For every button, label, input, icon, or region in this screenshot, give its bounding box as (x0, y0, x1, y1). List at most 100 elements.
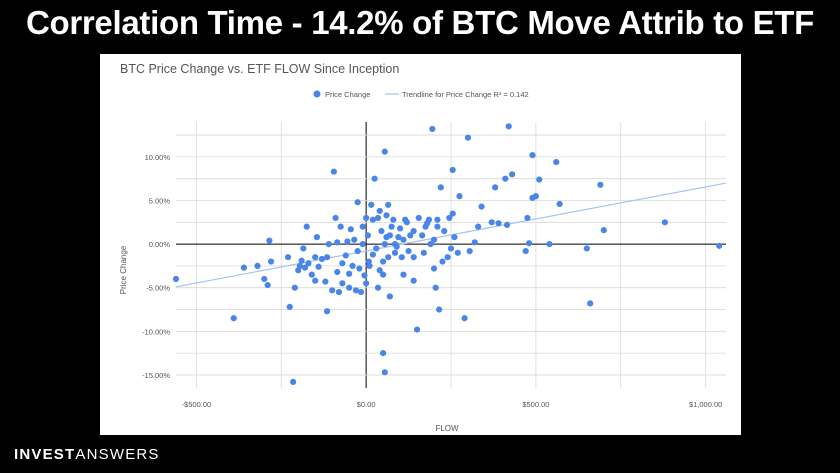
page-title: Correlation Time - 14.2% of BTC Move Att… (25, 4, 815, 41)
data-point (447, 245, 455, 252)
data-point (346, 270, 353, 277)
data-point (388, 223, 395, 230)
y-tick-label: 10.00% (145, 153, 171, 162)
data-point (405, 247, 412, 255)
data-point (449, 166, 456, 174)
data-point (410, 254, 417, 261)
data-point (329, 287, 336, 294)
brand-part-answers: ANSWERS (75, 446, 160, 463)
data-point (322, 278, 329, 285)
data-point (464, 134, 472, 141)
data-point (430, 265, 438, 272)
data-point (429, 125, 436, 133)
data-point (337, 223, 344, 230)
data-point (305, 260, 312, 267)
data-point (597, 181, 604, 188)
x-tick-label: -$500.00 (182, 400, 212, 409)
data-point (359, 240, 366, 248)
y-tick-labels: 10.00% 5.00% 0.00% -5.00% -10.00% -15.00% (142, 153, 170, 380)
scatter-chart: BTC Price Change vs. ETF FLOW Since Ince… (119, 62, 727, 433)
data-point (403, 219, 410, 226)
data-point (466, 247, 473, 255)
data-point (381, 148, 388, 155)
data-point (379, 258, 387, 265)
data-point (172, 275, 180, 283)
legend-label-trendline: Trendline for Price Change R² = 0.142 (402, 90, 529, 99)
data-point (505, 123, 512, 130)
data-point (369, 251, 377, 258)
data-point (390, 216, 397, 223)
data-point (430, 236, 438, 243)
data-point (378, 227, 385, 235)
data-point (315, 263, 322, 270)
data-point (400, 271, 407, 278)
brand-logo: INVESTANSWERS (14, 446, 160, 463)
data-point (359, 223, 366, 230)
data-point (385, 201, 392, 208)
x-tick-label: $500.00 (522, 400, 549, 409)
data-point (291, 284, 298, 291)
data-point (339, 260, 346, 267)
data-point (351, 236, 358, 243)
data-point (502, 175, 509, 182)
data-point (415, 214, 422, 222)
data-point (446, 214, 453, 222)
data-point (441, 227, 448, 235)
data-point (509, 171, 516, 178)
y-tick-label: -5.00% (146, 284, 170, 293)
data-point (361, 272, 368, 279)
data-point (266, 237, 273, 244)
data-point (376, 207, 383, 215)
legend-marker-price-change (313, 90, 321, 98)
data-point (356, 265, 363, 272)
data-point (432, 284, 439, 291)
data-point (334, 239, 341, 246)
data-point (475, 223, 482, 230)
data-point (461, 315, 468, 322)
data-point (374, 214, 382, 222)
data-point (385, 254, 392, 261)
data-point (352, 287, 360, 294)
data-points (172, 123, 723, 385)
data-point (413, 326, 421, 333)
data-point (536, 176, 543, 183)
x-tick-labels: -$500.00 $0.00 $500.00 $1,000.00 (182, 400, 723, 409)
data-point (661, 219, 668, 226)
data-point (583, 245, 590, 252)
data-point (503, 221, 511, 229)
data-point (410, 227, 417, 235)
data-point (495, 220, 502, 227)
data-point (284, 254, 292, 261)
data-point (323, 254, 331, 261)
data-point (300, 245, 307, 252)
data-point (354, 199, 361, 206)
data-point (393, 243, 400, 250)
data-point (436, 306, 443, 313)
data-point (546, 240, 553, 248)
data-point (346, 284, 353, 291)
data-point (342, 252, 349, 259)
data-point (344, 238, 351, 245)
data-point (363, 280, 370, 287)
data-point (395, 234, 402, 241)
data-point (522, 247, 529, 255)
data-point (376, 267, 383, 274)
data-point (354, 247, 361, 255)
data-point (553, 159, 560, 166)
data-point (488, 219, 495, 226)
data-point (410, 277, 417, 284)
data-point (261, 275, 268, 283)
data-point (374, 284, 382, 291)
data-point (451, 234, 458, 241)
data-point (332, 214, 339, 222)
data-point (254, 262, 261, 270)
chart-grid (176, 122, 726, 388)
brand-part-invest: INVEST (14, 446, 76, 463)
data-point (529, 152, 536, 159)
data-point (419, 232, 426, 239)
data-point (587, 300, 594, 307)
data-point (398, 254, 405, 261)
data-point (525, 240, 533, 247)
data-point (296, 262, 304, 270)
data-point (363, 214, 370, 222)
